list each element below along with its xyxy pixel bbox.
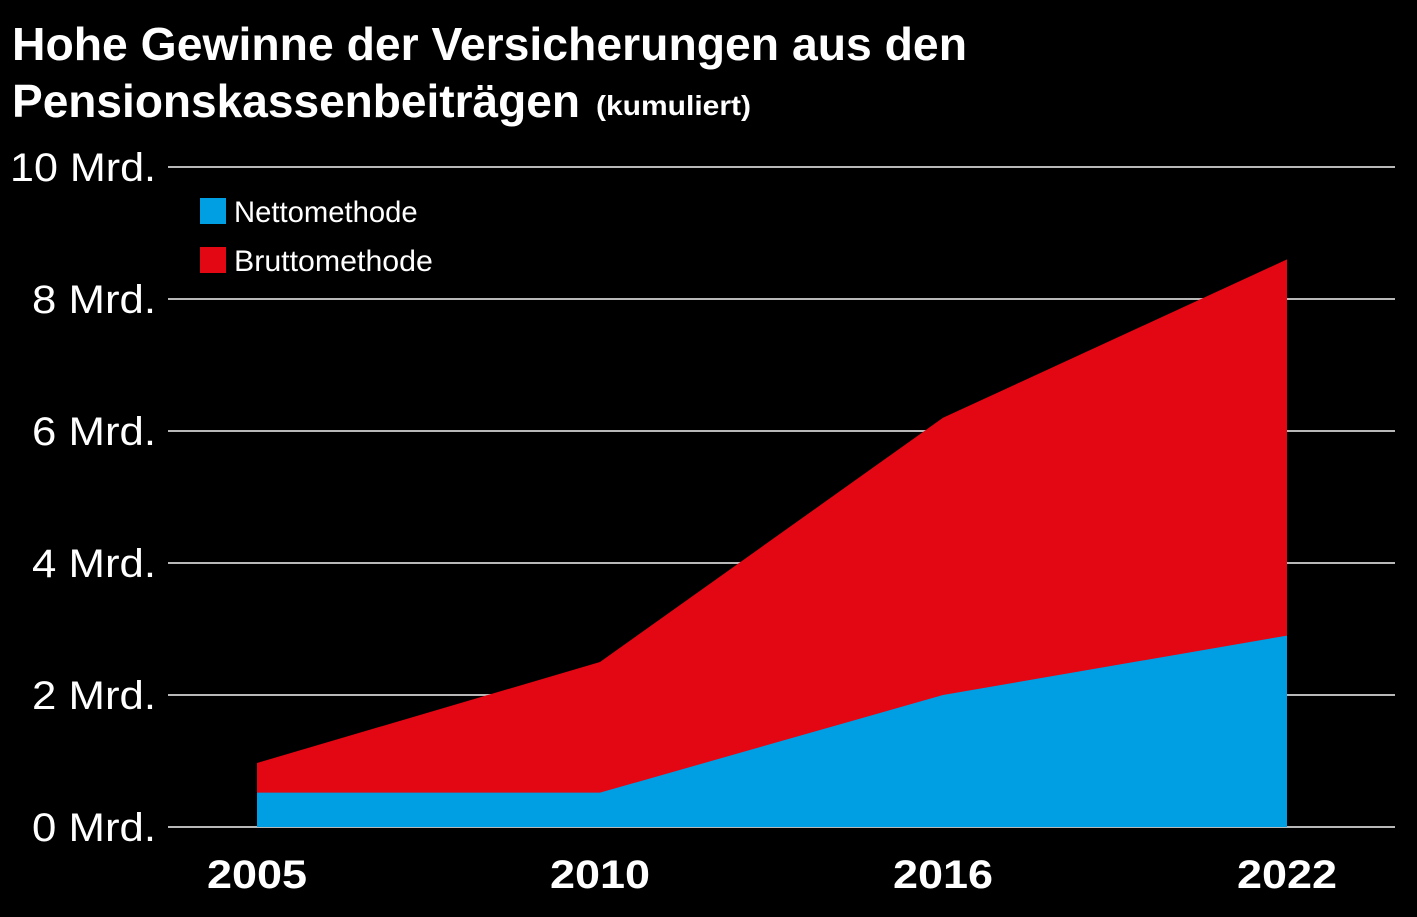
legend-item: Bruttomethode (200, 245, 433, 278)
x-tick-label: 2016 (893, 853, 993, 897)
legend-swatch (200, 198, 226, 224)
chart-title: Hohe Gewinne der Versicherungen aus den (12, 18, 967, 70)
x-tick-label: 2022 (1237, 853, 1337, 897)
legend-swatch (200, 247, 226, 273)
x-tick-label: 2005 (207, 853, 307, 897)
legend-label: Nettomethode (234, 196, 418, 229)
chart-title-line2: Pensionskassenbeiträgen (12, 75, 580, 127)
y-tick-label: 10 Mrd. (10, 146, 156, 190)
y-tick-label: 0 Mrd. (32, 806, 156, 850)
y-tick-label: 4 Mrd. (32, 542, 156, 586)
legend-label: Bruttomethode (234, 245, 433, 278)
y-tick-label: 6 Mrd. (32, 410, 156, 454)
chart-subtitle: (kumuliert) (596, 90, 751, 121)
legend-item: Nettomethode (200, 196, 418, 229)
y-tick-label: 8 Mrd. (32, 278, 156, 322)
y-tick-label: 2 Mrd. (32, 674, 156, 718)
area-nettomethode (257, 635, 1287, 827)
x-tick-label: 2010 (550, 853, 650, 897)
